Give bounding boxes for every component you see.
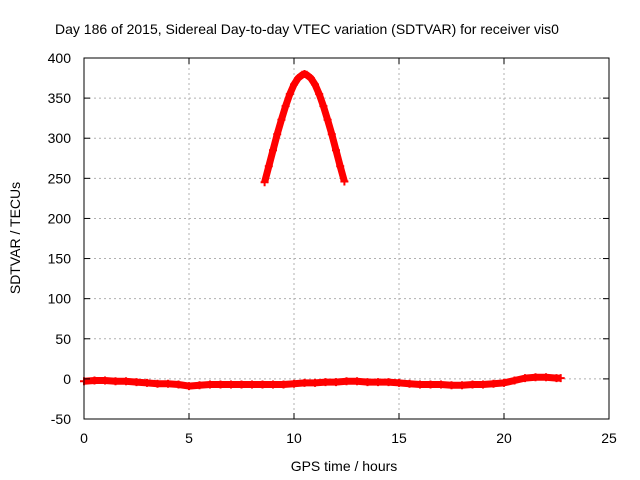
- y-tick-label: 300: [48, 130, 72, 146]
- x-tick-label: 15: [391, 430, 407, 446]
- data-point: [273, 130, 282, 139]
- data-point: [290, 379, 298, 388]
- data-point: [279, 380, 288, 389]
- data-point: [237, 380, 246, 389]
- data-point: [195, 381, 204, 390]
- data-point: [306, 74, 315, 83]
- data-point: [384, 378, 393, 387]
- plot-border: [83, 57, 610, 420]
- data-point: [340, 177, 349, 186]
- data-point: [323, 115, 332, 124]
- data-point: [216, 380, 225, 389]
- data-point: [489, 379, 498, 388]
- data-point: [90, 376, 99, 385]
- x-axis: 0 5 10 15 20 25: [80, 58, 617, 446]
- x-tick-label: 10: [286, 430, 302, 446]
- data-point: [363, 378, 372, 387]
- data-point: [327, 130, 336, 139]
- data-point: [281, 102, 290, 111]
- data-point: [321, 378, 330, 387]
- y-tick-label: 0: [63, 371, 71, 387]
- x-tick-label: 20: [496, 430, 512, 446]
- data-point: [111, 377, 120, 386]
- data-point: [122, 377, 130, 386]
- x-tick-label: 5: [185, 430, 193, 446]
- data-point: [185, 382, 193, 391]
- y-tick-label: 250: [48, 170, 72, 186]
- data-point: [319, 102, 328, 111]
- data-point: [277, 115, 286, 124]
- data-point: [447, 381, 456, 390]
- y-tick-label: 400: [48, 50, 72, 66]
- data-point: [510, 376, 519, 385]
- data-point: [300, 378, 309, 387]
- data-point: [206, 380, 214, 389]
- data-point: [374, 378, 382, 387]
- data-point: [542, 373, 550, 382]
- data-point: [426, 380, 435, 389]
- data-point: [521, 374, 529, 383]
- data-point: [416, 380, 424, 389]
- data-point: [336, 162, 345, 171]
- y-tick-label: -50: [51, 411, 71, 427]
- y-tick-label: 100: [48, 291, 72, 307]
- data-point: [405, 379, 414, 388]
- data-point: [260, 178, 269, 187]
- data-point: [248, 380, 256, 389]
- data-point: [531, 373, 540, 382]
- data-point: [332, 146, 340, 155]
- data-point: [269, 146, 277, 155]
- data-point: [315, 90, 324, 99]
- data-point: [479, 380, 487, 389]
- data-point: [342, 377, 351, 386]
- data-point: [311, 378, 319, 387]
- data-point: [395, 378, 403, 387]
- data-point: [258, 380, 267, 389]
- y-tick-label: 150: [48, 251, 72, 267]
- y-tick-label: 200: [48, 210, 72, 226]
- data-point: [164, 379, 172, 388]
- chart-title: Day 186 of 2015, Sidereal Day-to-day VTE…: [55, 21, 559, 37]
- data-point: [101, 376, 109, 385]
- y-axis: -50 0 50 100 150 200 250 300 350 400: [48, 50, 609, 427]
- data-point: [227, 380, 235, 389]
- data-point: [500, 378, 508, 387]
- data-point: [311, 80, 319, 89]
- data-point: [290, 80, 298, 89]
- data-point: [294, 74, 303, 83]
- data-point: [174, 380, 183, 389]
- data-point: [332, 378, 340, 387]
- data-point: [269, 380, 277, 389]
- data-point: [143, 378, 151, 387]
- data-point: [437, 380, 445, 389]
- data-point: [458, 381, 466, 390]
- grid: [84, 58, 609, 419]
- data-point: [264, 162, 273, 171]
- data-point: [353, 377, 361, 386]
- x-tick-label: 25: [601, 430, 617, 446]
- data-point: [132, 378, 141, 387]
- x-axis-label: GPS time / hours: [291, 458, 398, 474]
- data-point: [285, 90, 294, 99]
- data-point: [153, 379, 162, 388]
- data-point: [556, 374, 565, 383]
- series-layer: [80, 70, 565, 391]
- y-axis-label: SDTVAR / TECUs: [7, 182, 23, 294]
- y-tick-label: 50: [55, 331, 71, 347]
- x-tick-label: 0: [80, 430, 88, 446]
- data-point: [302, 70, 311, 79]
- series-line-arc: [261, 70, 348, 184]
- data-point: [468, 380, 477, 389]
- y-tick-label: 350: [48, 90, 72, 106]
